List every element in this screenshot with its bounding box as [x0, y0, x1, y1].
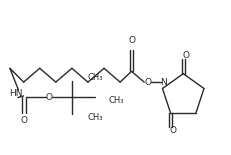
- Text: N: N: [160, 78, 167, 87]
- Text: O: O: [128, 36, 135, 45]
- Text: O: O: [169, 126, 176, 135]
- Text: CH₃: CH₃: [109, 96, 124, 105]
- Text: O: O: [46, 93, 52, 102]
- Text: O: O: [20, 116, 27, 125]
- Text: CH₃: CH₃: [88, 73, 103, 82]
- Text: O: O: [144, 78, 151, 87]
- Text: CH₃: CH₃: [88, 113, 103, 122]
- Text: O: O: [182, 51, 189, 60]
- Text: HN: HN: [9, 89, 22, 98]
